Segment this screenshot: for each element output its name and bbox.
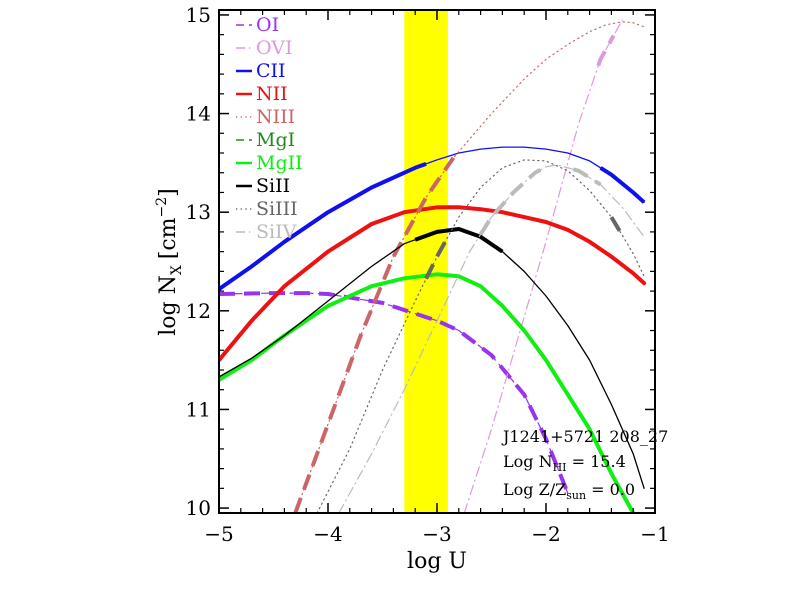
- legend-label-ovi: OVI: [256, 37, 292, 59]
- legend-label-siii: SiII: [256, 175, 290, 197]
- x-tick-label: −5: [204, 522, 233, 546]
- y-tick-label: 10: [186, 496, 211, 520]
- series-cii-constraint-2: [599, 166, 646, 204]
- series-siiii-constraint-1: [424, 235, 450, 280]
- x-tick-label: −2: [531, 522, 560, 546]
- annotation-z-main: Log Z/Z: [503, 480, 566, 499]
- x-tick-label: −3: [422, 522, 451, 546]
- y-tick-label: 11: [186, 397, 211, 421]
- shaded-band-layer: [404, 10, 448, 513]
- y-axis-label-main: log N: [156, 275, 181, 336]
- series-niii-constraint-1: [293, 156, 456, 513]
- annotation-z-value: = 0.0: [586, 480, 635, 499]
- annotation-z-sub: sun: [566, 489, 586, 502]
- series-siiv-constraint-2: [572, 167, 602, 187]
- annotation-nhi-sub: HI: [553, 461, 567, 474]
- x-axis-label: log U: [407, 549, 467, 574]
- highlight-band: [404, 10, 448, 513]
- series-siiv-constraint-1: [478, 168, 542, 236]
- annotation-metallicity: Log Z/Zsun = 0.0: [503, 480, 635, 502]
- legend-label-mgii: MgII: [256, 152, 303, 174]
- annotation-column-density: Log NHI = 15.4: [503, 452, 626, 474]
- y-tick-label: 13: [186, 200, 211, 224]
- annotation-nhi-value: = 15.4: [567, 452, 626, 471]
- series-siiii-constraint-2: [609, 216, 625, 237]
- series-niii-line: [294, 21, 645, 513]
- legend-label-siiii: SiIII: [256, 198, 298, 220]
- legend-label-siiv: SiIV: [256, 221, 297, 243]
- series-mgii-line: [219, 272, 636, 513]
- series-siii-constraint-1: [414, 227, 504, 254]
- series-ovi-constraint-1: [596, 34, 616, 67]
- legend-label-oi: OI: [256, 14, 279, 36]
- y-axis-label-sub: X: [169, 265, 185, 275]
- y-tick-label: 15: [186, 3, 211, 27]
- legend-label-cii: CII: [256, 60, 286, 82]
- series-siiii-line: [316, 159, 645, 513]
- axis-ticks: −5 −4 −3 −2 −1 10 11 12 13 14 15: [186, 3, 670, 546]
- series-nii-line: [219, 205, 647, 363]
- series-oi-constraint-1: [219, 291, 570, 495]
- series-layer: [219, 19, 647, 513]
- legend-label-nii: NII: [256, 83, 288, 105]
- annotation-object-id: J1241+5721 208_27: [501, 427, 668, 446]
- y-tick-label: 12: [186, 299, 211, 323]
- y-axis-label: log NX [cm−2]: [154, 188, 185, 336]
- y-axis-label-unit-close: ]: [156, 188, 181, 197]
- x-tick-label: −4: [313, 522, 342, 546]
- series-cii-constraint-1: [219, 162, 427, 291]
- y-tick-label: 14: [186, 102, 211, 126]
- legend-label-niii: NIII: [256, 106, 295, 128]
- legend-label-mgi: MgI: [256, 129, 295, 151]
- y-axis-label-unit-exp: −2: [154, 197, 170, 218]
- x-tick-label: −1: [640, 522, 669, 546]
- y-axis-label-unit: [cm: [156, 217, 181, 259]
- annotation-nhi-main: Log N: [503, 452, 553, 471]
